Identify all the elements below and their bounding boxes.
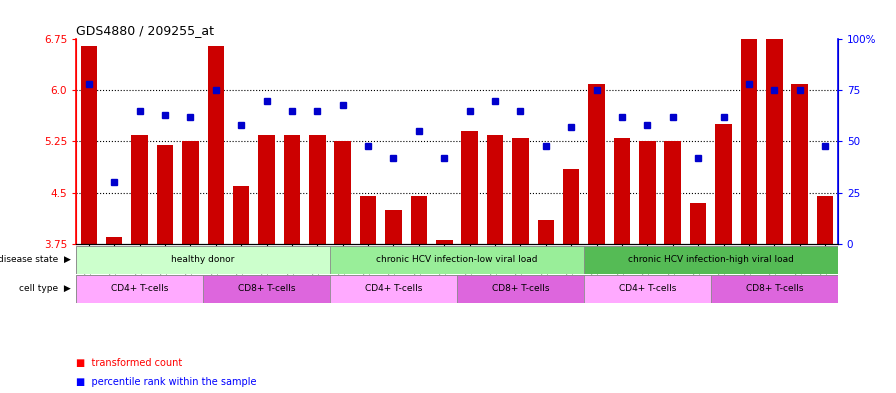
- Text: CD8+ T-cells: CD8+ T-cells: [492, 285, 549, 293]
- Bar: [690, 203, 706, 244]
- Bar: [741, 39, 757, 244]
- Bar: [711, 275, 838, 303]
- Bar: [76, 246, 330, 274]
- Bar: [665, 141, 681, 244]
- Bar: [330, 246, 584, 274]
- Text: CD8+ T-cells: CD8+ T-cells: [237, 285, 296, 293]
- Bar: [538, 220, 554, 244]
- Bar: [436, 240, 452, 244]
- Text: healthy donor: healthy donor: [171, 255, 235, 264]
- Text: disease state  ▶: disease state ▶: [0, 255, 71, 264]
- Bar: [284, 135, 300, 244]
- Bar: [589, 84, 605, 244]
- Text: CD4+ T-cells: CD4+ T-cells: [618, 285, 676, 293]
- Bar: [614, 138, 630, 244]
- Bar: [584, 246, 838, 274]
- Bar: [791, 84, 808, 244]
- Text: CD4+ T-cells: CD4+ T-cells: [111, 285, 168, 293]
- Bar: [309, 135, 325, 244]
- Bar: [157, 145, 173, 244]
- Bar: [182, 141, 199, 244]
- Bar: [457, 275, 584, 303]
- Bar: [106, 237, 123, 244]
- Bar: [513, 138, 529, 244]
- Text: cell type  ▶: cell type ▶: [20, 285, 71, 293]
- Bar: [715, 125, 732, 244]
- Bar: [132, 135, 148, 244]
- Bar: [584, 275, 711, 303]
- Bar: [461, 131, 478, 244]
- Text: CD4+ T-cells: CD4+ T-cells: [365, 285, 422, 293]
- Text: ■  percentile rank within the sample: ■ percentile rank within the sample: [76, 377, 256, 387]
- Bar: [817, 196, 833, 244]
- Bar: [81, 46, 97, 244]
- Bar: [330, 275, 457, 303]
- Text: ■  transformed count: ■ transformed count: [76, 358, 183, 367]
- Text: chronic HCV infection-low viral load: chronic HCV infection-low viral load: [376, 255, 538, 264]
- Bar: [410, 196, 427, 244]
- Bar: [487, 135, 504, 244]
- Text: chronic HCV infection-high viral load: chronic HCV infection-high viral load: [628, 255, 794, 264]
- Bar: [766, 39, 782, 244]
- Bar: [563, 169, 580, 244]
- Bar: [233, 186, 249, 244]
- Bar: [208, 46, 224, 244]
- Bar: [76, 275, 203, 303]
- Bar: [203, 275, 330, 303]
- Bar: [639, 141, 656, 244]
- Bar: [385, 209, 401, 244]
- Bar: [334, 141, 351, 244]
- Bar: [258, 135, 275, 244]
- Bar: [360, 196, 376, 244]
- Text: CD8+ T-cells: CD8+ T-cells: [745, 285, 803, 293]
- Text: GDS4880 / 209255_at: GDS4880 / 209255_at: [76, 24, 214, 37]
